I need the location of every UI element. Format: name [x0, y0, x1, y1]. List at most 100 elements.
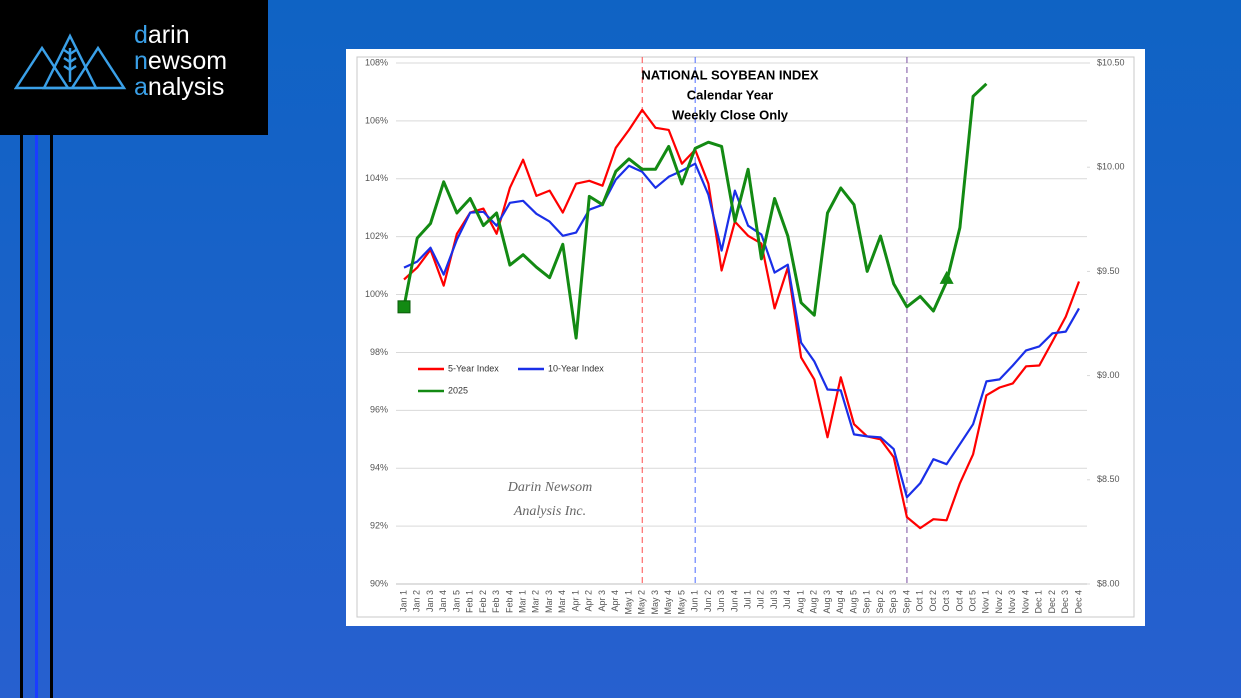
- x-tick-label: May 2: [637, 590, 647, 615]
- legend-label: 5-Year Index: [448, 363, 499, 373]
- y2-tick-label: $10.50: [1097, 57, 1125, 67]
- y-tick-label: 102%: [365, 231, 388, 241]
- x-tick-label: May 4: [663, 590, 673, 615]
- x-tick-label: Jul 2: [756, 590, 766, 609]
- x-tick-label: May 5: [676, 590, 686, 615]
- x-tick-label: Sep 4: [901, 590, 911, 614]
- x-tick-label: May 1: [623, 590, 633, 615]
- x-tick-label: Aug 2: [809, 590, 819, 614]
- y-tick-label: 108%: [365, 57, 388, 67]
- x-tick-label: Feb 2: [478, 590, 488, 613]
- y2-tick-label: $9.50: [1097, 266, 1120, 276]
- legend-label: 10-Year Index: [548, 363, 604, 373]
- y2-tick-label: $8.00: [1097, 578, 1120, 588]
- chart-title: NATIONAL SOYBEAN INDEX: [641, 67, 819, 82]
- y2-tick-label: $10.00: [1097, 162, 1125, 172]
- x-tick-label: Nov 3: [1007, 590, 1017, 614]
- x-tick-label: Jan 2: [412, 590, 422, 612]
- y-tick-label: 96%: [370, 405, 388, 415]
- x-tick-label: Apr 3: [597, 590, 607, 612]
- decor-bar: [20, 135, 23, 698]
- logo: darin newsom analysis: [0, 0, 268, 135]
- chart-title: Weekly Close Only: [672, 107, 789, 122]
- x-tick-label: Aug 3: [822, 590, 832, 614]
- x-tick-label: Nov 4: [1020, 590, 1030, 614]
- x-tick-label: Aug 4: [835, 590, 845, 614]
- y-tick-label: 94%: [370, 463, 388, 473]
- x-tick-label: Jun 3: [716, 590, 726, 612]
- logo-line: newsom: [134, 48, 227, 74]
- y-tick-label: 100%: [365, 289, 388, 299]
- x-tick-label: Aug 1: [795, 590, 805, 614]
- x-tick-label: Jun 4: [729, 590, 739, 612]
- x-tick-label: Feb 4: [504, 590, 514, 613]
- x-tick-label: Jan 3: [425, 590, 435, 612]
- series-line: [402, 82, 988, 340]
- x-tick-label: Mar 3: [544, 590, 554, 613]
- decor-bar: [50, 135, 53, 698]
- x-tick-label: Nov 1: [981, 590, 991, 614]
- chart-card: 90% 92% 94% 96% 98% 100% 102% 104% 106% 108% $8.00…: [346, 49, 1145, 626]
- logo-line: darin: [134, 22, 227, 48]
- x-tick-label: Mar 4: [557, 590, 567, 613]
- watermark: Darin Newsom: [507, 480, 592, 495]
- y-tick-label: 90%: [370, 578, 388, 588]
- x-tick-label: Jan 1: [398, 590, 408, 612]
- x-tick-label: Sep 2: [875, 590, 885, 614]
- logo-mark: [14, 33, 127, 90]
- logo-rest: ewsom: [147, 47, 228, 75]
- x-tick-label: Jun 1: [690, 590, 700, 612]
- logo-initial: n: [134, 47, 148, 75]
- chart: 90% 92% 94% 96% 98% 100% 102% 104% 106% 108% $8.00…: [356, 56, 1135, 618]
- x-tick-label: Jul 3: [769, 590, 779, 609]
- x-tick-label: Dec 4: [1073, 590, 1083, 614]
- chart-title: Calendar Year: [687, 87, 773, 102]
- x-tick-label: Oct 1: [915, 590, 925, 612]
- x-tick-label: Sep 1: [862, 590, 872, 614]
- x-tick-label: Oct 5: [967, 590, 977, 612]
- x-tick-label: Oct 3: [941, 590, 951, 612]
- x-tick-label: Sep 3: [888, 590, 898, 614]
- series-line: [403, 108, 1081, 530]
- marker: [397, 300, 411, 314]
- plot-frame: [356, 56, 1135, 618]
- x-tick-label: Dec 1: [1034, 590, 1044, 614]
- x-tick-label: May 3: [650, 590, 660, 615]
- x-tick-label: Jan 5: [451, 590, 461, 612]
- x-tick-label: Apr 1: [570, 590, 580, 612]
- x-tick-label: Jun 2: [703, 590, 713, 612]
- x-tick-label: Apr 2: [584, 590, 594, 612]
- x-tick-label: Mar 2: [531, 590, 541, 613]
- logo-initial: a: [134, 73, 148, 101]
- x-tick-label: Jul 1: [742, 590, 752, 609]
- logo-rest: arin: [147, 21, 190, 49]
- logo-initial: d: [134, 21, 148, 49]
- marker: [939, 270, 954, 284]
- x-tick-label: Apr 4: [610, 590, 620, 612]
- y-tick-label: 92%: [370, 520, 388, 530]
- x-tick-label: Mar 1: [517, 590, 527, 613]
- x-tick-label: Oct 2: [928, 590, 938, 612]
- x-tick-label: Dec 2: [1047, 590, 1057, 614]
- x-tick-label: Nov 2: [994, 590, 1004, 614]
- decor-bar: [35, 135, 38, 698]
- x-tick-label: Feb 1: [465, 590, 475, 613]
- series-line: [403, 162, 1080, 499]
- y2-tick-label: $9.00: [1097, 370, 1120, 380]
- x-tick-label: Aug 5: [848, 590, 858, 614]
- x-tick-label: Dec 3: [1060, 590, 1070, 614]
- watermark: Analysis Inc.: [513, 504, 586, 519]
- logo-rest: nalysis: [147, 73, 225, 101]
- x-tick-label: Oct 4: [954, 590, 964, 612]
- logo-line: analysis: [134, 74, 227, 100]
- y-tick-label: 98%: [370, 347, 388, 357]
- x-tick-label: Jul 4: [782, 590, 792, 609]
- y-tick-label: 104%: [365, 173, 388, 183]
- x-tick-label: Feb 3: [491, 590, 501, 613]
- y2-tick-label: $8.50: [1097, 474, 1120, 484]
- legend-label: 2025: [448, 385, 468, 395]
- x-tick-label: Jan 4: [438, 590, 448, 612]
- y-tick-label: 106%: [365, 115, 388, 125]
- logo-words: darin newsom analysis: [134, 22, 227, 100]
